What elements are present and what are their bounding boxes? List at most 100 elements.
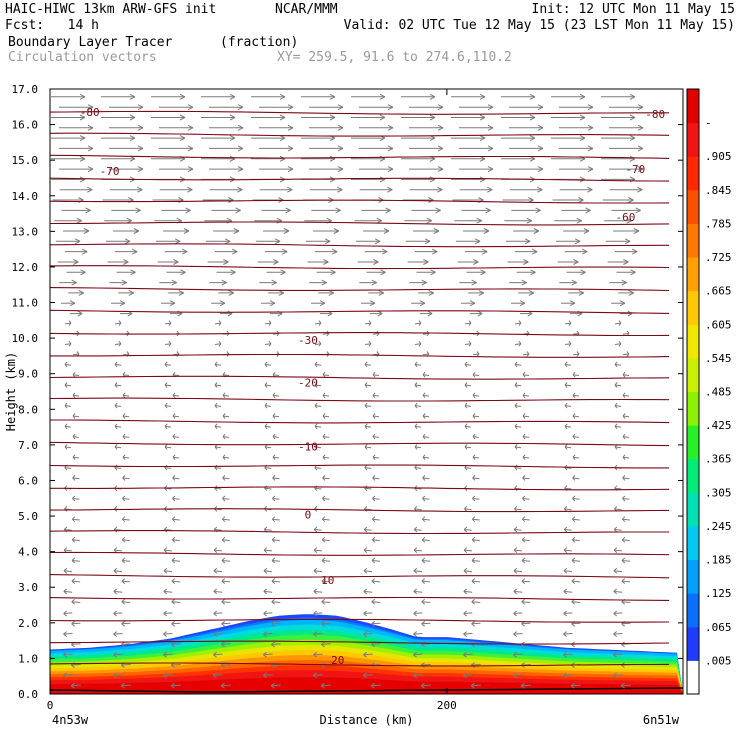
isotherm-line (49, 530, 670, 535)
colorbar-label: .905 (705, 150, 732, 163)
wind-vector (521, 578, 531, 584)
wind-vector (362, 672, 373, 679)
wind-vector (113, 588, 123, 595)
isotherm-line (49, 287, 670, 292)
wind-vector (364, 423, 372, 430)
wind-vector (266, 269, 286, 276)
wind-vector (401, 114, 436, 121)
isotherm-contours: -80 -80 -70 -70 -60 -30 -20 -10 0 10 20 (49, 106, 670, 667)
wind-vector (401, 176, 436, 183)
wind-vector (311, 300, 326, 307)
field-units: (fraction) (220, 35, 299, 50)
wind-vector (351, 176, 386, 183)
colorbar-swatch (687, 357, 699, 392)
isotherm-line (49, 110, 670, 115)
wind-vector (221, 598, 231, 605)
wind-vector (471, 578, 481, 584)
y-tick-label: 11.0 (12, 297, 39, 310)
wind-vector (572, 495, 580, 502)
wind-vector (272, 433, 280, 440)
wind-vector (72, 392, 80, 399)
wind-vector (514, 402, 522, 409)
wind-vector (320, 682, 331, 689)
wind-vector (622, 495, 630, 502)
x-end-label-left: 4n53w (52, 713, 89, 727)
wind-vector (71, 536, 80, 543)
wind-vector (314, 382, 322, 388)
wind-vector (318, 289, 335, 296)
wind-vector (114, 340, 122, 347)
isotherm-line (49, 464, 670, 469)
wind-vector (422, 433, 430, 440)
wind-vector (571, 557, 581, 564)
wind-vector (521, 598, 531, 605)
wind-vector (363, 651, 373, 658)
isotherm-label: -70 (100, 165, 120, 178)
wind-vector (509, 279, 527, 286)
wind-vector (559, 186, 593, 193)
wind-vector (522, 351, 530, 357)
wind-vector (609, 166, 644, 173)
wind-vector (59, 124, 94, 131)
wind-vector (322, 392, 330, 399)
x-tick-label: 0 (47, 699, 54, 712)
wind-vector (172, 433, 180, 440)
wind-vector (363, 588, 373, 595)
wind-vector (164, 248, 188, 255)
wind-vector (514, 423, 522, 430)
wind-vector (605, 238, 631, 245)
wind-vector (264, 485, 272, 492)
wind-vector (263, 651, 273, 658)
colorbar-swatch (687, 257, 699, 292)
wind-vector (463, 567, 473, 574)
wind-vector (55, 238, 81, 245)
wind-vector (614, 340, 622, 347)
wind-vector (404, 217, 432, 224)
wind-vector (364, 248, 388, 255)
wind-vector (171, 578, 181, 584)
wind-vector (413, 651, 423, 658)
y-tick-label: 8.0 (18, 403, 38, 416)
wind-vector (514, 506, 522, 512)
wind-vector (361, 300, 376, 307)
wind-vector (622, 392, 630, 399)
wind-vector (514, 361, 522, 368)
wind-vector (213, 588, 223, 595)
wind-vector (259, 104, 294, 111)
wind-vector (64, 320, 72, 326)
isotherm-line (49, 397, 670, 402)
wind-vector (359, 124, 394, 131)
wind-vector (614, 320, 622, 326)
wind-vector (111, 207, 141, 214)
colorbar-swatch (687, 122, 699, 157)
wind-vector (463, 631, 473, 637)
wind-vector (562, 672, 573, 679)
wind-vector (601, 93, 636, 100)
wind-vector (564, 444, 572, 450)
wind-vector (314, 320, 322, 326)
wind-vector (163, 547, 172, 553)
wind-vector (222, 475, 230, 481)
wind-vector (201, 114, 236, 121)
wind-vector (221, 641, 231, 648)
wind-vector (622, 454, 630, 461)
isotherm-label: -80 (80, 106, 100, 119)
wind-vector (363, 526, 372, 533)
wind-vector (463, 228, 490, 234)
wind-vector (507, 259, 529, 265)
isotherm-line (49, 508, 670, 513)
wind-vector (419, 310, 433, 317)
wind-vector (263, 228, 290, 234)
wind-vector (72, 371, 80, 378)
isotherm-line (49, 332, 670, 337)
wind-vector (364, 464, 372, 471)
wind-vector (372, 330, 380, 337)
wind-vector (552, 197, 584, 203)
wind-vector (163, 228, 190, 234)
wind-vector (501, 114, 536, 121)
wind-vector (301, 93, 336, 100)
wind-vector (113, 631, 123, 637)
wind-vector (409, 166, 444, 173)
wind-vector (163, 610, 173, 617)
wind-vector (464, 402, 472, 409)
